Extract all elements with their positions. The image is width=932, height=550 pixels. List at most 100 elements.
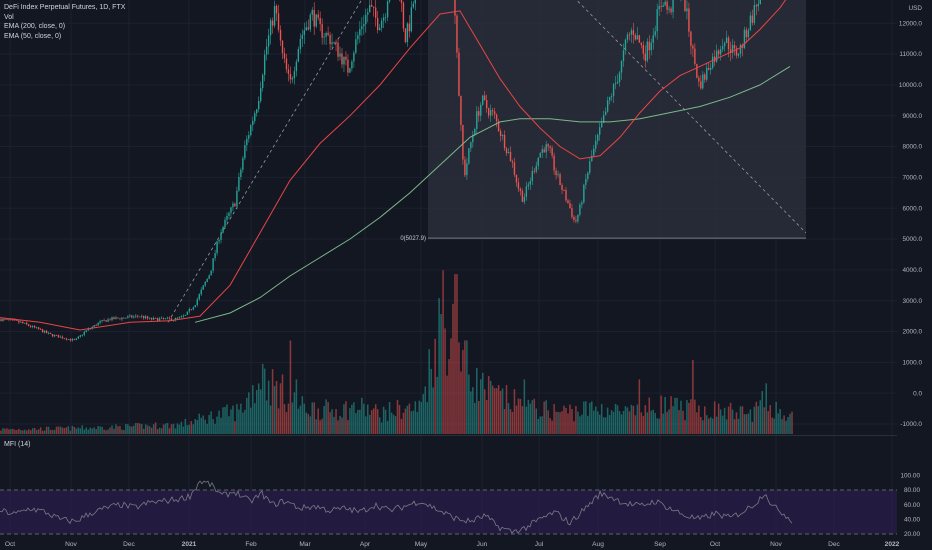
volume-bar	[2, 428, 4, 434]
candle-body	[271, 20, 274, 26]
candle-body	[218, 239, 220, 242]
volume-bar	[426, 402, 428, 434]
candle-body	[620, 60, 623, 73]
volume-bar	[242, 412, 244, 434]
volume-bar	[664, 397, 666, 434]
volume-bar	[142, 428, 145, 434]
candle-body	[10, 319, 12, 321]
candle-body	[273, 5, 276, 26]
candle-body	[757, 3, 760, 7]
candle-body	[101, 320, 103, 322]
candle-body	[549, 146, 551, 148]
candle-body	[541, 149, 543, 153]
volume-bar	[594, 406, 597, 434]
candle-body	[702, 74, 704, 89]
volume-bar	[630, 404, 633, 434]
candle-body	[595, 140, 597, 149]
price-tick-label: -1000.0	[900, 421, 922, 428]
volume-bar	[583, 401, 585, 434]
fib-extension-tool[interactable]: 0(5027.9)1(20374.2)1.272(24548.4)	[385, 0, 806, 242]
volume-bar	[321, 418, 323, 434]
legend-ema200[interactable]: EMA (200, close, 0)	[4, 23, 66, 30]
time-axis[interactable]: Oct Nov Dec 2021 Feb Mar Apr May Jun Jul Aug Sep Oct…	[0, 536, 932, 550]
volume-bar	[18, 428, 20, 434]
candle-body	[690, 31, 692, 46]
candle-body	[250, 125, 252, 136]
candle-body	[371, 4, 373, 7]
candle-body	[35, 327, 38, 329]
mfi-legend[interactable]: MFI (14)	[4, 441, 31, 448]
volume-bar	[222, 407, 224, 434]
volume-bar	[440, 313, 442, 434]
candle-body	[712, 56, 714, 68]
volume-bar	[313, 402, 315, 434]
volume-bar	[485, 400, 488, 434]
volume-bar	[39, 427, 42, 434]
candle-body	[204, 282, 206, 286]
candle-body	[634, 34, 637, 40]
candle-body	[684, 0, 686, 12]
candle-body	[311, 9, 313, 15]
volume-bar	[622, 410, 625, 434]
candle-body	[733, 44, 736, 49]
candle-body	[355, 39, 357, 53]
volume-bar	[789, 413, 791, 434]
candle-body	[333, 42, 335, 44]
mfi-band	[0, 490, 897, 534]
mfi-tick-label: 60.00	[904, 502, 920, 509]
candle-body	[111, 317, 113, 321]
volume-bar	[196, 420, 199, 434]
time-tick-label: Mar	[299, 541, 311, 548]
volume-bar	[480, 379, 482, 434]
volume-bar	[600, 404, 603, 434]
volume-bar	[370, 410, 373, 434]
candle-body	[18, 320, 20, 323]
candle-body	[137, 315, 139, 317]
currency-label: USD	[909, 5, 923, 12]
candle-body	[256, 109, 258, 114]
candle-body	[507, 151, 510, 154]
volume-bar	[204, 419, 206, 434]
candle-body	[87, 328, 89, 331]
volume-bar	[438, 298, 440, 434]
volume-bar	[345, 401, 347, 434]
candle-body	[610, 95, 613, 97]
legend-vol[interactable]: Vol	[4, 13, 14, 21]
candle-body	[184, 314, 187, 316]
volume-bar	[531, 400, 534, 434]
volume-bar	[573, 421, 575, 434]
volume-bar	[785, 420, 787, 434]
volume-bar	[670, 396, 672, 434]
volume-bar	[602, 417, 605, 434]
volume-bar	[715, 416, 718, 434]
symbol-title[interactable]: DeFi Index Perpetual Futures, 1D, FTX	[4, 4, 126, 11]
candle-body	[519, 188, 522, 191]
volume-bar	[755, 401, 758, 434]
volume-bar	[537, 418, 540, 434]
candle-body	[287, 69, 290, 74]
candle-body	[232, 203, 234, 208]
volume-bar	[579, 416, 581, 434]
volume-bar	[198, 413, 200, 434]
volume-bar	[111, 425, 113, 434]
legend-ema50[interactable]: EMA (50, close, 0)	[4, 32, 62, 40]
volume-bar	[212, 419, 214, 434]
volume-bar	[291, 402, 294, 434]
trend-lines[interactable]	[0, 0, 897, 323]
volume-bar	[79, 428, 82, 434]
volume-bar	[735, 412, 738, 434]
candle-body	[113, 317, 115, 320]
candle-body	[337, 42, 339, 57]
volume-bar	[267, 380, 270, 434]
candle-body	[28, 324, 30, 326]
price-tick-label: 11000.0	[899, 51, 922, 58]
volume-bar	[598, 414, 601, 434]
volume-bar	[218, 410, 220, 434]
volume-bar	[418, 400, 421, 434]
price-axis[interactable]: -1000.0 0.0 1000.0 2000.0 3000.0 4000.0 5000.0…	[897, 0, 932, 550]
candle-body	[133, 316, 135, 318]
volume-bar	[549, 418, 551, 434]
volume-bar	[45, 426, 48, 434]
volume-bar	[89, 427, 91, 434]
